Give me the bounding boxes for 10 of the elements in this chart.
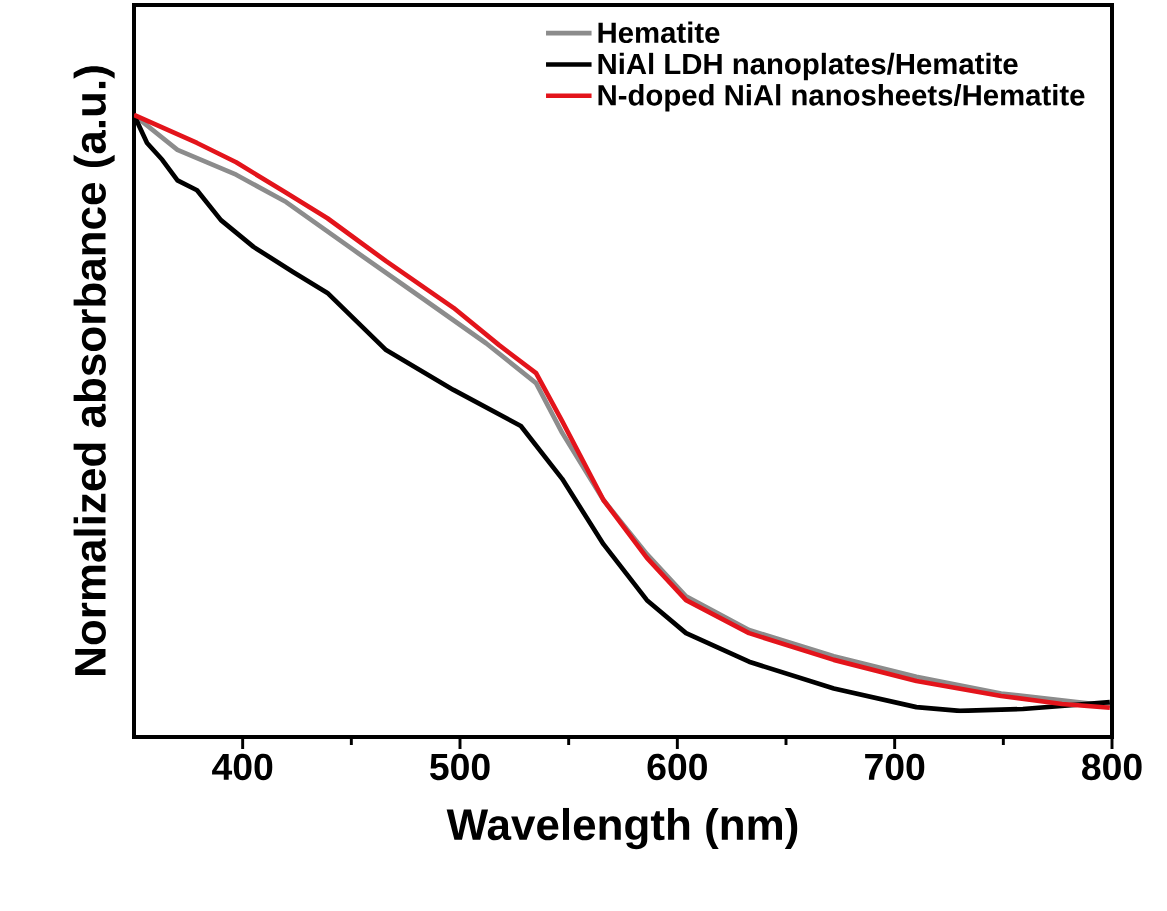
legend-label: N-doped NiAl nanosheets/Hematite bbox=[598, 84, 1085, 112]
x-tick-label: 500 bbox=[430, 753, 490, 781]
legend-label: NiAl LDH nanoplates/Hematite bbox=[598, 52, 1018, 81]
x-tick-label: 600 bbox=[647, 753, 707, 781]
x-tick-label: 700 bbox=[865, 753, 925, 781]
x-tick-label: 400 bbox=[212, 753, 273, 781]
x-axis-title: Wavelength (nm) bbox=[446, 807, 798, 850]
x-tick-label: 800 bbox=[1082, 753, 1142, 781]
y-axis-title: Normalized absorbance (a.u.) bbox=[73, 66, 115, 675]
legend-label: Hematite bbox=[598, 21, 720, 44]
